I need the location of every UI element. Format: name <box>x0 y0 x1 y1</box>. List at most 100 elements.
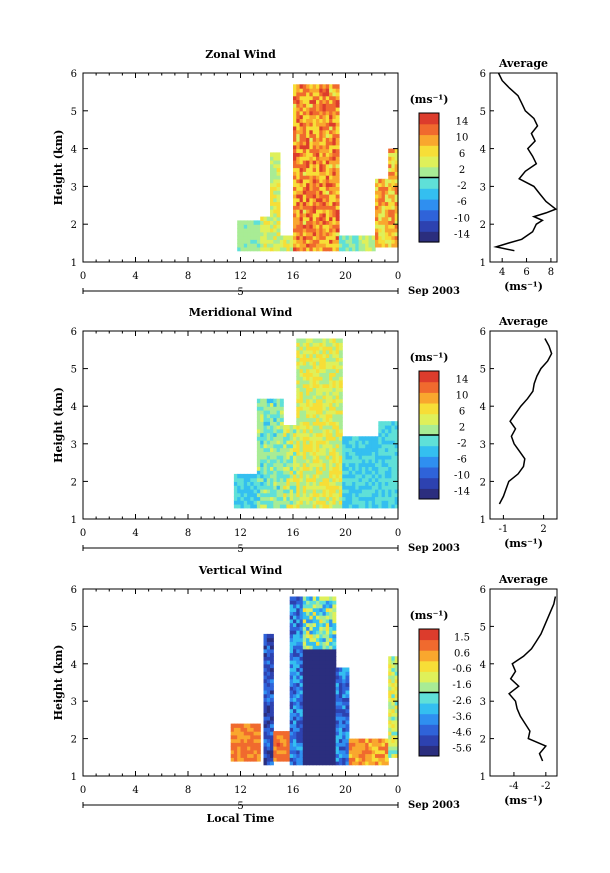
heatmap-cell <box>293 716 297 721</box>
heatmap-cell <box>322 346 327 351</box>
heatmap-cell <box>309 686 314 691</box>
heatmap-cell <box>319 428 324 434</box>
heatmap-cell <box>312 125 317 131</box>
heatmap-cell <box>299 458 304 464</box>
heatmap-cell <box>355 470 360 475</box>
heatmap-cell <box>329 615 333 620</box>
heatmap-cell <box>270 178 274 184</box>
heatmap-cell <box>306 462 310 467</box>
heatmap-cell <box>296 398 301 404</box>
heatmap-cell <box>299 701 304 706</box>
heatmap-cell <box>296 342 301 347</box>
heatmap-cell <box>270 496 274 501</box>
heatmap-cell <box>319 197 324 203</box>
heatmap-cell <box>273 402 278 407</box>
heatmap-cell <box>319 194 324 199</box>
heatmap-cell <box>293 660 297 665</box>
heatmap-cell <box>348 451 353 456</box>
heatmap-cell <box>325 406 330 411</box>
heatmap-cell <box>319 122 324 127</box>
heatmap-cell <box>388 481 393 486</box>
heatmap-cell <box>325 394 330 400</box>
heatmap-cell <box>302 440 307 445</box>
heatmap-cell <box>263 477 268 482</box>
heatmap-cell <box>306 667 310 672</box>
heatmap-cell <box>279 477 284 482</box>
heatmap-cell <box>296 346 301 351</box>
colorbar-tick-label: 10 <box>456 391 469 402</box>
heatmap-cell <box>342 757 347 762</box>
heatmap-cell <box>309 197 314 203</box>
heatmap-cell <box>263 224 268 229</box>
heatmap-cell <box>296 428 301 434</box>
heatmap-cell <box>329 500 333 505</box>
heatmap-cell <box>394 500 399 505</box>
heatmap-cell <box>256 742 261 747</box>
heatmap-cell <box>243 231 248 237</box>
heatmap-cell <box>233 492 238 498</box>
heatmap-cell <box>322 190 327 195</box>
heatmap-cell <box>332 488 337 494</box>
heatmap-cell <box>293 190 297 195</box>
heatmap-cell <box>335 470 340 475</box>
heatmap-cell <box>316 425 320 430</box>
heatmap-cell <box>316 231 320 237</box>
heatmap-cell <box>325 693 330 698</box>
heatmap-cell <box>329 243 333 248</box>
heatmap-cell <box>361 235 366 240</box>
heatmap-cell <box>322 235 327 240</box>
heatmap-cell <box>276 201 281 206</box>
heatmap-cell <box>338 719 343 725</box>
heatmap-cell <box>289 738 294 743</box>
heatmap-cell <box>296 152 301 157</box>
heatmap-cell <box>306 656 310 661</box>
heatmap-cell <box>352 742 356 747</box>
heatmap-cell <box>381 485 386 490</box>
heatmap-cell <box>306 615 310 620</box>
heatmap-cell <box>299 432 304 437</box>
heatmap-cell <box>329 704 333 710</box>
heatmap-cell <box>394 171 399 176</box>
heatmap-cell <box>358 477 363 482</box>
heatmap-cell <box>299 719 304 725</box>
heatmap-cell <box>240 243 245 248</box>
heatmap-cell <box>332 402 337 407</box>
heatmap-cell <box>312 440 317 445</box>
heatmap-cell <box>322 473 327 479</box>
colorbar-segment <box>419 681 439 693</box>
heatmap-cell <box>384 496 389 501</box>
heatmap-cell <box>263 425 268 430</box>
heatmap-cell <box>256 738 261 743</box>
heatmap-cell <box>329 675 333 680</box>
heatmap-cell <box>316 163 320 169</box>
heatmap-cell <box>289 757 294 762</box>
heatmap-cell <box>394 723 399 728</box>
heatmap-cell <box>322 133 327 138</box>
profile-x-label: (ms⁻¹) <box>504 537 543 550</box>
heatmap-cell <box>270 239 274 244</box>
heatmap-cell <box>289 243 294 248</box>
heatmap-cell <box>273 228 278 233</box>
heatmap-cell <box>335 398 340 404</box>
heatmap-cell <box>345 701 350 706</box>
heatmap-cell <box>325 455 330 460</box>
heatmap-cell <box>378 738 383 743</box>
heatmap-cell <box>316 485 320 490</box>
heatmap-cell <box>348 481 353 486</box>
heatmap-cell <box>388 660 393 665</box>
heatmap-cell <box>335 364 340 370</box>
heatmap-cell <box>332 246 337 252</box>
heatmap-cell <box>279 742 284 747</box>
heatmap-cell <box>293 436 297 441</box>
heatmap-cell <box>358 458 363 464</box>
heatmap-cell <box>266 641 271 646</box>
heatmap-cell <box>358 470 363 475</box>
heatmap-cell <box>378 473 383 479</box>
heatmap-cell <box>329 118 333 123</box>
heatmap-cell <box>335 133 340 138</box>
heatmap-cell <box>394 719 399 725</box>
heatmap-cell <box>394 220 399 225</box>
heatmap-cell <box>293 118 297 123</box>
heatmap-cell <box>391 697 396 702</box>
